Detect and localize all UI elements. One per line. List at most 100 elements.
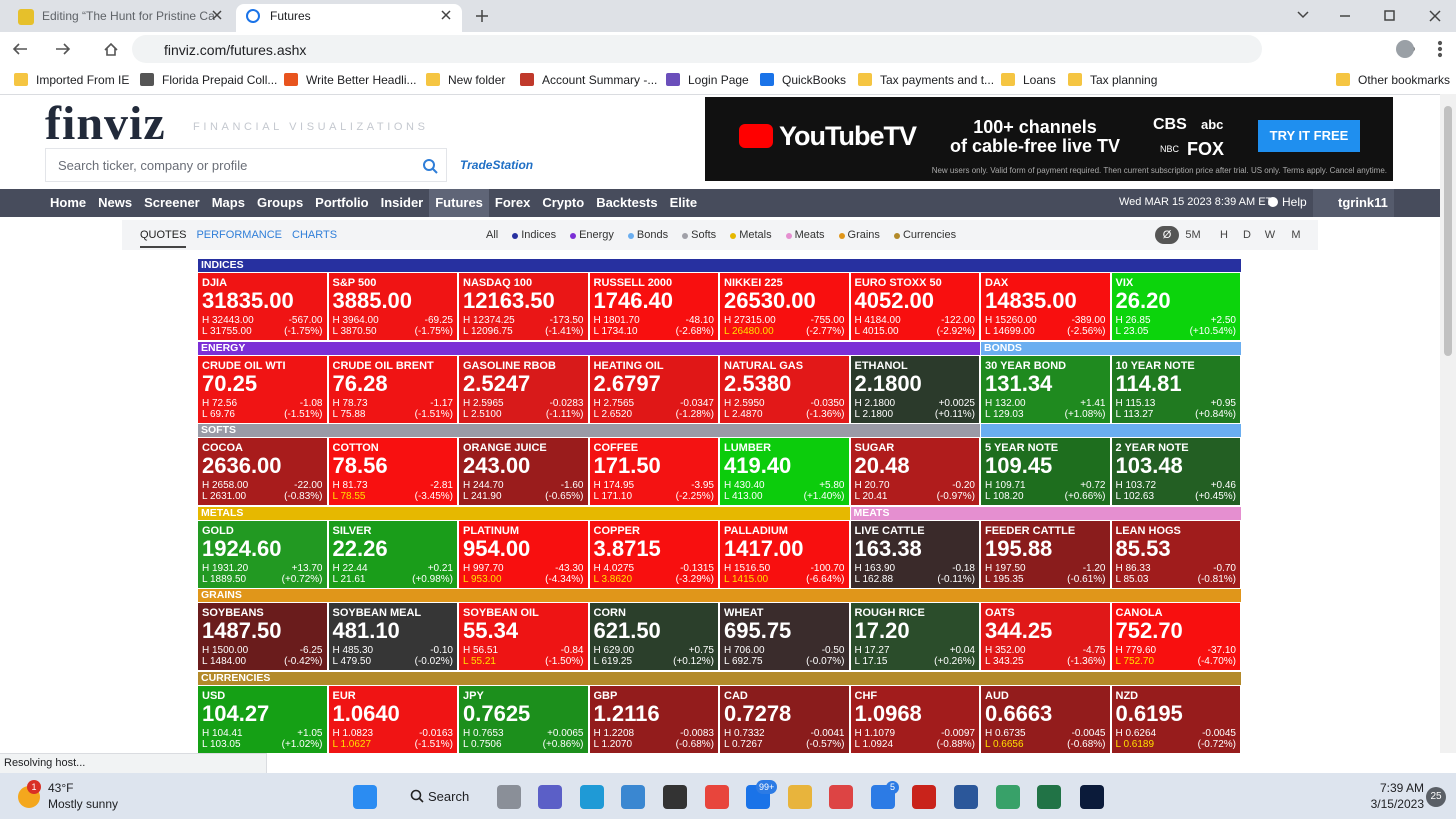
help[interactable]: Help bbox=[1268, 195, 1307, 209]
bookmark[interactable]: Write Better Headli... bbox=[306, 73, 417, 87]
futures-tile[interactable]: SUGAR 20.48 H 20.70 L 20.41 -0.20 (-0.97%) bbox=[850, 438, 979, 506]
filter[interactable]: All bbox=[486, 229, 499, 241]
bookmark[interactable]: Tax planning bbox=[1090, 73, 1158, 87]
futures-tile[interactable]: NIKKEI 225 26530.00 H 27315.00 L 26480.00 -7… bbox=[720, 273, 849, 340]
futures-tile[interactable]: COCOA 2636.00 H 2658.00 L 2631.00 -22.00 (-0.… bbox=[198, 438, 327, 506]
futures-tile[interactable]: NASDAQ 100 12163.50 H 12374.25 L 12096.75 -1… bbox=[459, 273, 588, 340]
futures-tile[interactable]: CAD 0.7278 H 0.7332 L 0.7267 -0.0041 (-0.57%) bbox=[720, 686, 849, 753]
taskbar-app[interactable] bbox=[538, 785, 562, 809]
futures-tile[interactable]: CRUDE OIL BRENT 76.28 H 78.73 L 75.88 -1.17(… bbox=[328, 355, 457, 423]
futures-tile[interactable]: CHF 1.0968 H 1.1079 L 1.0924 -0.0097 (-0.88%) bbox=[850, 686, 979, 753]
futures-tile[interactable]: OATS 344.25 H 352.00 L 343.25 -4.75 (-1.36%) bbox=[981, 603, 1110, 671]
taskbar-app[interactable] bbox=[788, 785, 812, 809]
timeframe[interactable]: Ø bbox=[1155, 226, 1179, 244]
futures-tile[interactable]: EUR 1.0640 H 1.0823 L 1.0627 -0.0163 (-1.51%) bbox=[328, 686, 457, 753]
futures-tile[interactable]: PLATINUM 954.00 H 997.70 L 953.00 -43.30 (-4.… bbox=[459, 520, 588, 588]
filter[interactable]: Meats bbox=[794, 229, 825, 241]
futures-tile[interactable]: CORN 621.50 H 629.00 L 619.25 +0.75 (+0.12%) bbox=[589, 603, 718, 671]
view-tab[interactable]: CHARTS bbox=[292, 229, 338, 241]
bookmark[interactable]: Florida Prepaid Coll... bbox=[162, 73, 278, 87]
taskbar-app[interactable] bbox=[621, 785, 645, 809]
futures-tile[interactable]: EURO STOXX 50 4052.00 H 4184.00 L 4015.00 -1… bbox=[850, 273, 979, 340]
nav-item[interactable]: Elite bbox=[669, 195, 698, 210]
futures-tile[interactable]: SOYBEAN MEAL 481.10 H 485.30 L 479.50 -0.10(… bbox=[328, 603, 457, 671]
timeframe[interactable]: 5M bbox=[1185, 229, 1201, 241]
notification-badge[interactable]: 25 bbox=[1426, 787, 1446, 807]
futures-tile[interactable]: HEATING OIL 2.6797 H 2.7565 L 2.6520 -0.0347… bbox=[589, 355, 718, 423]
filter[interactable]: Bonds bbox=[636, 229, 669, 241]
futures-tile[interactable]: LUMBER 419.40 H 430.40 L 413.00 +5.80 (+1.40%… bbox=[720, 438, 849, 506]
nav-item[interactable]: Home bbox=[50, 195, 87, 210]
bookmark[interactable]: Login Page bbox=[688, 73, 749, 87]
view-tab[interactable]: QUOTES bbox=[140, 229, 187, 248]
futures-tile[interactable]: SOYBEANS 1487.50 H 1500.00 L 1484.00 -6.25 (-… bbox=[198, 603, 327, 671]
futures-tile[interactable]: GBP 1.2116 H 1.2208 L 1.2070 -0.0083 (-0.68%) bbox=[589, 686, 718, 753]
nav-item[interactable]: Maps bbox=[211, 195, 245, 210]
futures-tile[interactable]: RUSSELL 2000 1746.40 H 1801.70 L 1734.10 -48… bbox=[589, 273, 718, 340]
taskbar-app[interactable] bbox=[996, 785, 1020, 809]
nav-item[interactable]: Groups bbox=[256, 195, 304, 210]
logo[interactable]: finviz bbox=[45, 97, 166, 150]
futures-tile[interactable]: GASOLINE RBOB 2.5247 H 2.5965 L 2.5100 -0.02… bbox=[459, 355, 588, 423]
tab[interactable]: Futures bbox=[236, 4, 462, 32]
futures-tile[interactable]: 10 YEAR NOTE 114.81 H 115.13 L 113.27 +0.95(… bbox=[1111, 355, 1240, 423]
filter[interactable]: Currencies bbox=[902, 229, 957, 241]
bookmark[interactable]: Imported From IE bbox=[36, 73, 130, 87]
filter[interactable]: Grains bbox=[847, 229, 880, 241]
futures-tile[interactable]: NZD 0.6195 H 0.6264 L 0.6189 -0.0045 (-0.72%) bbox=[1111, 686, 1240, 753]
taskbar-app[interactable] bbox=[954, 785, 978, 809]
filter[interactable]: Softs bbox=[691, 229, 717, 241]
tab[interactable]: Editing “The Hunt for Pristine Ca bbox=[8, 4, 234, 32]
futures-tile[interactable]: SILVER 22.26 H 22.44 L 21.61 +0.21 (+0.98%) bbox=[328, 520, 457, 588]
view-tab[interactable]: PERFORMANCE bbox=[196, 229, 282, 241]
bookmark[interactable]: New folder bbox=[448, 73, 506, 87]
taskbar-app[interactable] bbox=[912, 785, 936, 809]
futures-tile[interactable]: LEAN HOGS 85.53 H 86.33 L 85.03 -0.70 (-0.81%… bbox=[1111, 520, 1240, 588]
taskbar-app[interactable] bbox=[663, 785, 687, 809]
futures-tile[interactable]: ORANGE JUICE 243.00 H 244.70 L 241.90 -1.60(… bbox=[459, 438, 588, 506]
futures-tile[interactable]: FEEDER CATTLE 195.88 H 197.50 L 195.35 -1.20… bbox=[981, 520, 1110, 588]
futures-tile[interactable]: 30 YEAR BOND 131.34 H 132.00 L 129.03 +1.41(… bbox=[981, 355, 1110, 423]
bookmark[interactable]: Loans bbox=[1023, 73, 1056, 87]
nav-item[interactable]: Insider bbox=[380, 195, 424, 210]
futures-tile[interactable]: COFFEE 171.50 H 174.95 L 171.10 -3.95 (-2.25%… bbox=[589, 438, 718, 506]
futures-tile[interactable]: JPY 0.7625 H 0.7653 L 0.7506 +0.0065 (+0.86%) bbox=[459, 686, 588, 753]
nav-item[interactable]: Futures bbox=[429, 189, 489, 217]
sponsor[interactable]: TradeStation bbox=[460, 158, 534, 172]
search-icon[interactable] bbox=[422, 158, 438, 174]
taskbar-app[interactable] bbox=[580, 785, 604, 809]
futures-tile[interactable]: PALLADIUM 1417.00 H 1516.50 L 1415.00 -100.7… bbox=[720, 520, 849, 588]
futures-tile[interactable]: 2 YEAR NOTE 103.48 H 103.72 L 102.63 +0.46 (+… bbox=[1111, 438, 1240, 506]
futures-tile[interactable]: LIVE CATTLE 163.38 H 163.90 L 162.88 -0.18 (-… bbox=[850, 520, 979, 588]
futures-tile[interactable]: SOYBEAN OIL 55.34 H 56.51 L 55.21 -0.84 (-1.5… bbox=[459, 603, 588, 671]
search-button[interactable]: Search bbox=[396, 781, 478, 811]
ad-cta[interactable]: TRY IT FREE bbox=[1258, 120, 1360, 152]
futures-tile[interactable]: COPPER 3.8715 H 4.0275 L 3.8620 -0.1315 (-3.2… bbox=[589, 520, 718, 588]
start-button[interactable] bbox=[353, 785, 377, 809]
nav-item[interactable]: Forex bbox=[494, 195, 531, 210]
nav-item[interactable]: Crypto bbox=[542, 195, 585, 210]
taskbar-app[interactable] bbox=[497, 785, 521, 809]
taskbar-app[interactable] bbox=[1080, 785, 1104, 809]
futures-tile[interactable]: USD 104.27 H 104.41 L 103.05 +1.05 (+1.02%) bbox=[198, 686, 327, 753]
filter[interactable]: Indices bbox=[521, 229, 557, 241]
futures-tile[interactable]: 5 YEAR NOTE 109.45 H 109.71 L 108.20 +0.72 (+… bbox=[981, 438, 1110, 506]
profile-avatar[interactable] bbox=[1396, 40, 1414, 58]
futures-tile[interactable]: WHEAT 695.75 H 706.00 L 692.75 -0.50 (-0.07%) bbox=[720, 603, 849, 671]
user-menu[interactable] bbox=[1313, 189, 1394, 217]
taskbar-app[interactable] bbox=[829, 785, 853, 809]
scroll-thumb[interactable] bbox=[1444, 106, 1452, 356]
futures-tile[interactable]: AUD 0.6663 H 0.6735 L 0.6656 -0.0045 (-0.68%) bbox=[981, 686, 1110, 753]
timeframe[interactable]: M bbox=[1291, 229, 1301, 241]
other-bookmarks[interactable]: Other bookmarks bbox=[1358, 73, 1451, 87]
nav-item[interactable]: Backtests bbox=[596, 195, 658, 210]
futures-tile[interactable]: ROUGH RICE 17.20 H 17.27 L 17.15 +0.04 (+0.26… bbox=[850, 603, 979, 671]
search-box[interactable] bbox=[45, 148, 447, 182]
url-box[interactable] bbox=[132, 35, 1262, 63]
futures-tile[interactable]: CANOLA 752.70 H 779.60 L 752.70 -37.10 (-4.70… bbox=[1111, 603, 1240, 671]
bookmark[interactable]: QuickBooks bbox=[782, 73, 847, 87]
futures-tile[interactable]: GOLD 1924.60 H 1931.20 L 1889.50 +13.70 (+0.7… bbox=[198, 520, 327, 588]
ad-banner[interactable]: YouTubeTV 100+ channels of cable-free li… bbox=[705, 97, 1393, 181]
bookmark[interactable]: Tax payments and t... bbox=[880, 73, 995, 87]
futures-tile[interactable]: DAX 14835.00 H 15260.00 L 14699.00 -389.00 (-… bbox=[981, 273, 1110, 340]
